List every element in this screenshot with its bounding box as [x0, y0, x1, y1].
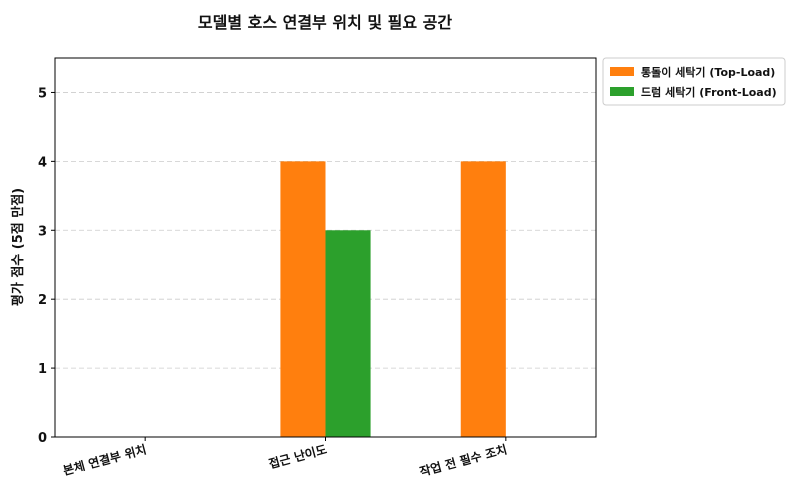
y-tick-label: 0: [38, 431, 47, 446]
x-tick-label: 작업 전 필수 조치: [418, 441, 509, 479]
legend-label: 통돌이 세탁기 (Top-Load): [641, 65, 775, 79]
bars: [280, 161, 506, 437]
x-tick-label: 본체 연결부 위치: [61, 441, 148, 478]
legend-swatch: [610, 87, 634, 96]
y-tick-label: 5: [38, 86, 47, 101]
legend-frame: [602, 57, 786, 106]
bar: [280, 161, 326, 437]
legend-label: 드럼 세탁기 (Front-Load): [641, 85, 777, 99]
legend-swatch: [610, 67, 634, 76]
y-tick-label: 1: [38, 362, 47, 377]
bar: [325, 230, 371, 437]
y-tick-label: 3: [38, 224, 47, 239]
x-axis-ticks: 본체 연결부 위치 접근 난이도 작업 전 필수 조치: [61, 437, 509, 479]
y-tick-label: 4: [38, 155, 47, 170]
chart-title: 모델별 호스 연결부 위치 및 필요 공간: [198, 13, 453, 32]
bar: [460, 161, 506, 437]
y-tick-label: 2: [38, 293, 47, 308]
y-axis-label: 평가 점수 (5점 만점): [10, 188, 26, 306]
y-axis-ticks: 0 1 2 3 4 5: [38, 86, 55, 446]
x-tick-label: 접근 난이도: [267, 441, 328, 471]
legend: 통돌이 세탁기 (Top-Load) 드럼 세탁기 (Front-Load): [602, 57, 786, 106]
